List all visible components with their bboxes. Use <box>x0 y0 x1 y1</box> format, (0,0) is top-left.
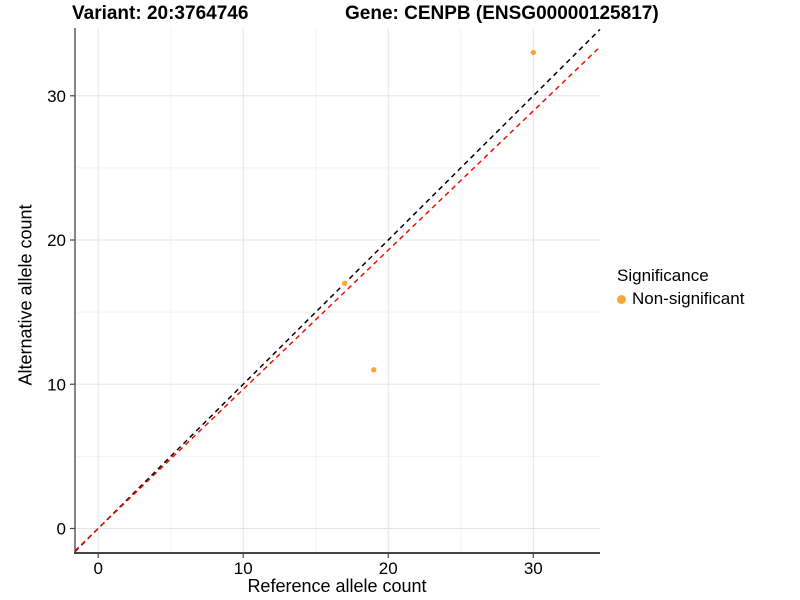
y-tick-label: 20 <box>47 231 66 250</box>
y-tick-label: 30 <box>47 87 66 106</box>
identity-dashed-line <box>74 28 601 553</box>
data-point <box>530 49 536 56</box>
plot-title-gene: Gene: CENPB (ENSG00000125817) <box>345 3 659 24</box>
y-tick-label: 10 <box>47 375 66 394</box>
x-tick-label: 10 <box>234 559 253 578</box>
x-tick-label: 30 <box>524 559 543 578</box>
legend-point-icon <box>617 294 626 304</box>
x-axis-title: Reference allele count <box>247 576 427 596</box>
legend-title: Significance <box>617 266 709 285</box>
y-axis-title: Alternative allele count <box>15 204 36 386</box>
legend: Significance Non-significant <box>617 265 744 309</box>
legend-item-non-significant: Non-significant <box>617 289 744 309</box>
y-tick-label: 0 <box>57 519 66 538</box>
plot-title-variant: Variant: 20:3764746 <box>72 3 249 24</box>
x-tick-label: 0 <box>93 559 102 578</box>
data-point <box>371 367 377 373</box>
data-point <box>342 280 348 286</box>
legend-item-label: Non-significant <box>632 289 745 308</box>
fit-dashed-line <box>74 46 601 552</box>
x-tick-label: 20 <box>379 559 398 578</box>
